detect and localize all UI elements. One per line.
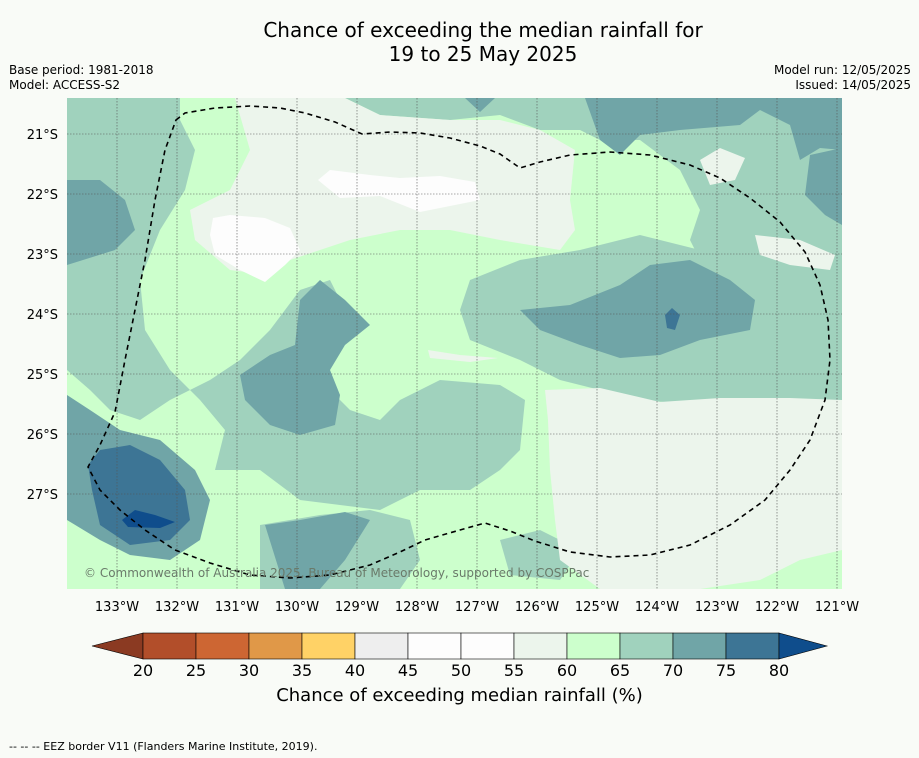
contour-70-75-northeast <box>585 98 842 160</box>
lon-label: 133°W <box>95 600 139 615</box>
colorbar-tick-label: 70 <box>663 661 683 680</box>
contour-55-60-mid <box>428 350 498 362</box>
colorbar-tick-label: 45 <box>398 661 418 680</box>
lat-label: 24°S <box>27 308 58 323</box>
graticule <box>67 98 842 589</box>
colorbar-left-arrow <box>91 632 144 660</box>
contour-55-60-southeast <box>545 388 842 589</box>
lon-label: 131°W <box>215 600 259 615</box>
colorbar-segment <box>619 632 674 660</box>
lat-label: 23°S <box>27 248 58 263</box>
lon-label: 130°W <box>275 600 319 615</box>
contour-70-75-far-east <box>805 148 842 225</box>
lat-label: 26°S <box>27 428 58 443</box>
colorbar-tick-label: 20 <box>133 661 153 680</box>
colorbar-segment <box>248 632 303 660</box>
lon-label: 132°W <box>155 600 199 615</box>
contour-70-75-south <box>265 512 370 589</box>
contour-50-55-west <box>210 215 300 282</box>
colorbar-right-arrow <box>778 632 829 660</box>
lon-label: 127°W <box>455 600 499 615</box>
lon-label: 129°W <box>335 600 379 615</box>
lon-label: 124°W <box>635 600 679 615</box>
colorbar-tick-label: 55 <box>504 661 524 680</box>
contour-80-plus-southwest <box>122 510 175 528</box>
contour-55-60-northeast <box>700 148 745 185</box>
lon-label: 123°W <box>695 600 739 615</box>
colorbar-segment <box>566 632 621 660</box>
colorbar-tick-label: 25 <box>186 661 206 680</box>
model-name: Model: ACCESS-S2 <box>9 78 121 92</box>
lon-label: 122°W <box>755 600 799 615</box>
colorbar-tick-label: 80 <box>769 661 789 680</box>
colorbar-segment <box>301 632 356 660</box>
contour-70-75-central <box>240 280 370 435</box>
meta-left: Base period: 1981-2018 Model: ACCESS-S2 <box>9 63 154 93</box>
contour-70-75-west <box>67 180 135 265</box>
colorbar-tick-label: 60 <box>557 661 577 680</box>
lat-label: 22°S <box>27 188 58 203</box>
colorbar-tick-label: 65 <box>610 661 630 680</box>
eez-border <box>87 105 831 579</box>
colorbar-label: Chance of exceeding median rainfall (%) <box>276 685 643 706</box>
copyright: © Commonwealth of Australia 2025, Bureau… <box>84 566 589 580</box>
footer-note: -- -- -- EEZ border V11 (Flanders Marine… <box>9 740 318 753</box>
colorbar-tick-label: 40 <box>345 661 365 680</box>
chart-title: Chance of exceeding the median rainfall … <box>0 18 919 66</box>
base-period: Base period: 1981-2018 <box>9 63 154 77</box>
colorbar-segment <box>672 632 727 660</box>
lon-label: 125°W <box>575 600 619 615</box>
colorbar-segment <box>407 632 462 660</box>
title-line-2: 19 to 25 May 2025 <box>388 42 578 66</box>
colorbar-segment <box>195 632 250 660</box>
lon-labels: 133°W 132°W 131°W 130°W 129°W 128°W 127°… <box>95 600 859 615</box>
colorbar-segment <box>142 632 197 660</box>
lon-label: 126°W <box>515 600 559 615</box>
lon-label: 121°W <box>815 600 859 615</box>
lon-label: 128°W <box>395 600 439 615</box>
title-line-1: Chance of exceeding the median rainfall … <box>263 18 703 42</box>
colorbar-segment <box>513 632 568 660</box>
meta-right: Model run: 12/05/2025 Issued: 14/05/2025 <box>774 63 911 93</box>
contour-70-75-east <box>520 260 755 358</box>
model-run: Model run: 12/05/2025 <box>773 63 911 77</box>
lat-labels: 21°S 22°S 23°S 24°S 25°S 26°S 27°S <box>27 128 58 503</box>
colorbar-tick-label: 50 <box>451 661 471 680</box>
colorbar-tick-label: 75 <box>716 661 736 680</box>
contour-75-80-spot <box>665 308 680 330</box>
contour-65-70-mid <box>370 380 525 490</box>
contour-50-55-north <box>318 170 480 212</box>
colorbar-tick-label: 35 <box>292 661 312 680</box>
map-area[interactable]: © Commonwealth of Australia 2025, Bureau… <box>67 98 842 589</box>
colorbar-segment <box>725 632 780 660</box>
issued-date: Issued: 14/05/2025 <box>795 78 911 92</box>
colorbar-segment <box>354 632 409 660</box>
contour-70-75-north <box>465 98 495 112</box>
lat-label: 21°S <box>27 128 58 143</box>
lat-label: 27°S <box>27 488 58 503</box>
colorbar: 20 25 30 35 40 45 50 55 60 65 70 75 80 <box>91 632 829 680</box>
lat-label: 25°S <box>27 368 58 383</box>
colorbar-tick-label: 30 <box>239 661 259 680</box>
contour-55-60-east <box>755 235 835 270</box>
colorbar-segment <box>460 632 515 660</box>
